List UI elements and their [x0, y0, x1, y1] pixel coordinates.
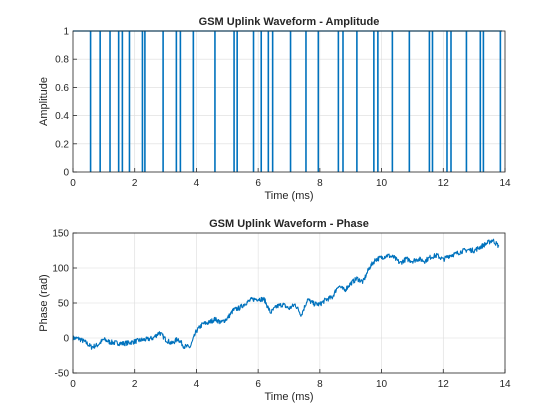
phase-xtick-label: 12: [438, 379, 450, 390]
amplitude-plot-area: [73, 31, 505, 172]
amplitude-xtick-label: 0: [70, 178, 76, 189]
phase-ytick-label: 100: [52, 264, 69, 275]
amplitude-xtick-label: 8: [317, 178, 323, 189]
amplitude-ytick-label: 0.2: [55, 139, 69, 150]
phase-xtick-label: 14: [499, 379, 511, 390]
phase-title: GSM Uplink Waveform - Phase: [209, 218, 369, 230]
phase-xtick-label: 6: [255, 379, 261, 390]
phase-ylabel: Phase (rad): [38, 274, 50, 331]
phase-xlabel: Time (ms): [264, 391, 313, 403]
amplitude-ylabel: Amplitude: [38, 77, 50, 126]
amplitude-axes-frame: [72, 30, 506, 173]
amplitude-title: GSM Uplink Waveform - Amplitude: [199, 16, 380, 28]
phase-xtick-label: 2: [132, 379, 138, 390]
phase-xtick-label: 4: [194, 379, 200, 390]
phase-xtick-label: 0: [70, 379, 76, 390]
amplitude-ytick-label: 0: [63, 168, 69, 179]
phase-ytick-label: -50: [55, 369, 70, 380]
amplitude-xtick-label: 4: [194, 178, 200, 189]
amplitude-xtick-label: 6: [255, 178, 261, 189]
amplitude-ytick-label: 0.8: [55, 55, 69, 66]
phase-ytick-label: 150: [52, 229, 69, 240]
amplitude-ytick-label: 1: [63, 27, 69, 38]
amplitude-xtick-label: 2: [132, 178, 138, 189]
phase-axes-frame: [72, 232, 506, 374]
amplitude-xtick-label: 14: [499, 178, 511, 189]
phase-ytick-label: 0: [63, 334, 69, 345]
phase-xtick-label: 8: [317, 379, 323, 390]
phase-subplot: GSM Uplink Waveform - Phase Time (ms) Ph…: [38, 218, 511, 403]
amplitude-xtick-label: 12: [438, 178, 450, 189]
amplitude-subplot: GSM Uplink Waveform - Amplitude Time (ms…: [38, 16, 511, 202]
amplitude-ytick-label: 0.6: [55, 83, 69, 94]
amplitude-xlabel: Time (ms): [264, 190, 313, 202]
phase-xtick-label: 10: [376, 379, 388, 390]
phase-ytick-label: 50: [58, 299, 70, 310]
amplitude-ytick-label: 0.4: [55, 111, 69, 122]
amplitude-xtick-label: 10: [376, 178, 388, 189]
phase-series-line: [72, 238, 500, 350]
